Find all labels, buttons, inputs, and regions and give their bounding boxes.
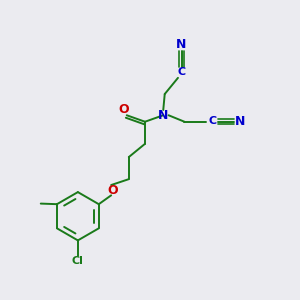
- Text: O: O: [118, 103, 128, 116]
- Text: N: N: [235, 115, 245, 128]
- Text: N: N: [158, 109, 168, 122]
- Text: C: C: [177, 67, 186, 77]
- Text: C: C: [208, 116, 216, 126]
- Text: N: N: [176, 38, 187, 51]
- Text: Cl: Cl: [72, 256, 84, 266]
- Text: O: O: [107, 184, 118, 196]
